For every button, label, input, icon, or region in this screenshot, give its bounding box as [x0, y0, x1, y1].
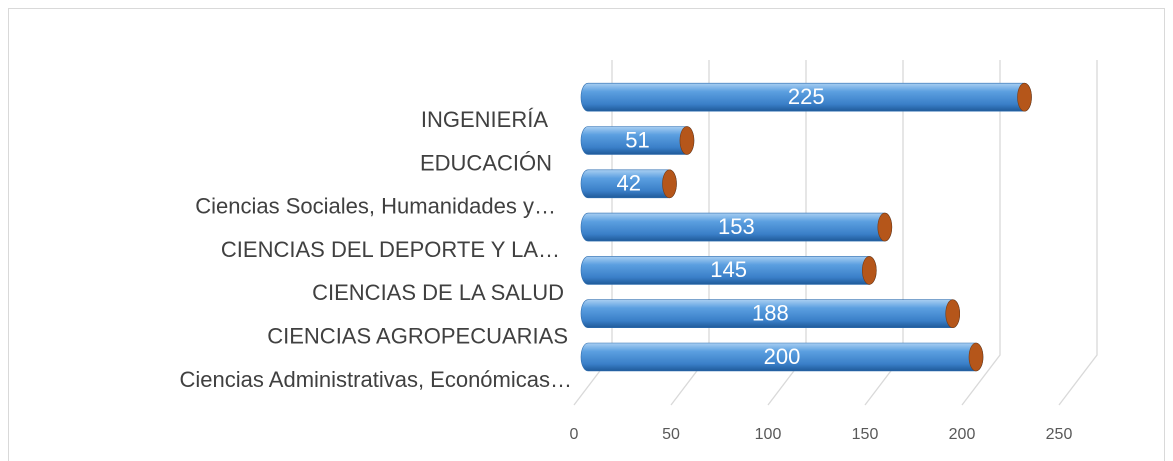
x-tick-label: 150	[852, 426, 879, 443]
bar-cap	[662, 169, 677, 199]
bar-cap	[861, 256, 877, 285]
value-label: 188	[752, 301, 789, 326]
grid-line	[961, 60, 1001, 406]
value-label: 153	[718, 214, 755, 239]
bar-cap	[679, 126, 695, 155]
value-label: 225	[788, 84, 825, 109]
y-tick-label: Ciencias Sociales, Humanidades y…	[195, 194, 556, 219]
y-tick-label: INGENIERÍA	[421, 107, 548, 132]
x-tick-label: 50	[662, 426, 680, 443]
x-tick-label: 250	[1046, 426, 1073, 443]
chart-border	[8, 8, 1165, 461]
y-tick-label: EDUCACIÓN	[420, 150, 552, 175]
bar-cap	[1017, 82, 1032, 112]
bar-cap	[877, 212, 893, 242]
value-label: 42	[616, 171, 640, 196]
y-tick-label: Ciencias Administrativas, Económicas…	[180, 367, 572, 392]
bar-cap	[945, 299, 961, 329]
y-tick-label: CIENCIAS DEL DEPORTE Y LA…	[221, 237, 560, 262]
value-label: 200	[764, 344, 801, 369]
y-tick-label: CIENCIAS DE LA SALUD	[312, 280, 564, 305]
x-tick-label: 100	[755, 426, 782, 443]
grid-line	[1058, 60, 1098, 406]
x-tick-label: 200	[949, 426, 976, 443]
bar-cap	[968, 342, 984, 372]
y-tick-label: CIENCIAS AGROPECUARIAS	[267, 324, 568, 349]
x-tick-label: 0	[570, 426, 579, 443]
value-label: 51	[625, 127, 649, 152]
value-label: 145	[710, 257, 747, 282]
